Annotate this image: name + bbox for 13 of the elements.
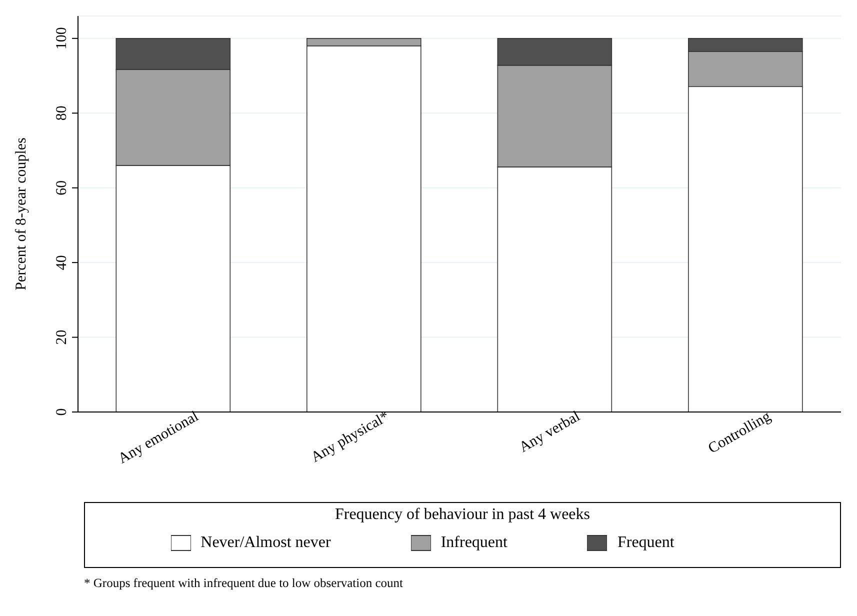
- legend-title: Frequency of behaviour in past 4 weeks: [334, 506, 592, 524]
- x-tick-label: Any verbal: [516, 408, 583, 456]
- y-tick-label: 40: [54, 255, 70, 270]
- legend-label: Infrequent: [440, 534, 508, 551]
- y-tick-label: 0: [54, 408, 70, 416]
- y-tick-label: 60: [54, 180, 70, 196]
- text: * Groups frequent with infrequent due to low observation count: [84, 576, 404, 591]
- y-axis-title: Percent of 8-year couples: [13, 137, 30, 290]
- y-tick-label: 100: [54, 27, 70, 50]
- y-tick-label: 80: [54, 106, 70, 121]
- legend-label: Frequent: [617, 534, 674, 551]
- y-tick-label: 20: [54, 330, 70, 345]
- legend-label: Never/Almost never: [200, 534, 331, 551]
